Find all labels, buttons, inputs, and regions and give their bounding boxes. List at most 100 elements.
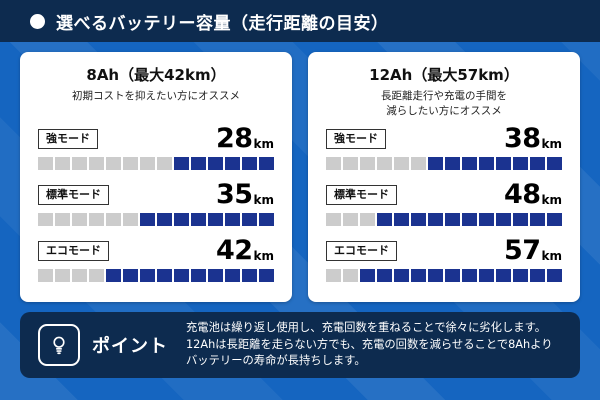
card-subtitle-line: 長距離走行や充電の手間を	[381, 90, 507, 102]
distance-bar	[38, 157, 274, 170]
mode-label: エコモード	[38, 240, 109, 262]
bar-segment-filled	[462, 213, 477, 226]
bar-segment-empty	[360, 213, 375, 226]
bar-segment-empty	[55, 269, 70, 282]
mode-label: エコモード	[326, 240, 397, 262]
distance-bar	[38, 213, 274, 226]
bar-segment-filled	[479, 269, 494, 282]
bar-segment-filled	[394, 213, 409, 226]
bar-segment-empty	[72, 157, 87, 170]
bar-segment-filled	[242, 213, 257, 226]
bar-segment-filled	[140, 213, 155, 226]
card-subtitle: 初期コストを抑えたい方にオススメ	[38, 89, 274, 121]
bar-segment-empty	[394, 157, 409, 170]
bar-segment-empty	[343, 157, 358, 170]
distance-value: 38 km	[503, 123, 562, 155]
distance-value: 48 km	[503, 179, 562, 211]
card-subtitle-line: 減らしたい方にオススメ	[386, 105, 502, 118]
distance-number: 38	[503, 123, 541, 155]
point-text-line: バッテリーの寿命が長持ちします。	[186, 354, 366, 368]
distance-value: 42 km	[215, 235, 274, 267]
distance-number: 57	[503, 235, 541, 267]
bar-segment-filled	[462, 269, 477, 282]
bar-segment-empty	[106, 213, 121, 226]
mode-head: 標準モード 35 km	[38, 180, 274, 210]
bullet-circle-icon	[30, 13, 45, 29]
bar-segment-empty	[140, 157, 155, 170]
bar-segment-empty	[411, 157, 426, 170]
header-bar: 選べるバッテリー容量（走行距離の目安）	[0, 0, 600, 42]
page-title: 選べるバッテリー容量（走行距離の目安）	[56, 13, 389, 34]
bar-segment-filled	[140, 269, 155, 282]
distance-unit: km	[253, 136, 274, 151]
bar-segment-filled	[208, 157, 223, 170]
bar-segment-empty	[157, 157, 172, 170]
distance-number: 28	[215, 123, 253, 155]
battery-card-12ah: 12Ah（最大57km） 長距離走行や充電の手間を 減らしたい方にオススメ 強モ…	[308, 52, 580, 302]
bar-segment-filled	[191, 157, 206, 170]
distance-unit: km	[541, 192, 562, 207]
bar-segment-filled	[428, 269, 443, 282]
bar-segment-empty	[38, 269, 53, 282]
bar-segment-filled	[360, 269, 375, 282]
bar-segment-empty	[72, 269, 87, 282]
distance-unit: km	[541, 136, 562, 151]
bar-segment-empty	[377, 157, 392, 170]
point-text: 充電池は繰り返し使用し、充電回数を重ねることで徐々に劣化します。 12Ahは長距…	[186, 320, 553, 371]
bar-segment-filled	[259, 213, 274, 226]
bar-segment-empty	[89, 157, 104, 170]
bar-segment-filled	[479, 157, 494, 170]
distance-bar	[326, 157, 562, 170]
bar-segment-filled	[547, 157, 562, 170]
bar-segment-filled	[547, 269, 562, 282]
bar-segment-filled	[208, 213, 223, 226]
distance-bar	[38, 269, 274, 282]
mode-label: 標準モード	[326, 184, 397, 206]
bar-segment-empty	[123, 213, 138, 226]
bar-segment-filled	[411, 213, 426, 226]
bar-segment-filled	[225, 269, 240, 282]
bar-segment-filled	[394, 269, 409, 282]
bar-segment-filled	[225, 157, 240, 170]
bar-segment-empty	[106, 157, 121, 170]
bar-segment-filled	[530, 157, 545, 170]
bar-segment-empty	[72, 213, 87, 226]
point-box: ポイント 充電池は繰り返し使用し、充電回数を重ねることで徐々に劣化します。 12…	[20, 312, 580, 378]
bar-segment-filled	[411, 269, 426, 282]
bar-segment-empty	[326, 213, 341, 226]
distance-value: 57 km	[503, 235, 562, 267]
distance-unit: km	[253, 248, 274, 263]
distance-value: 35 km	[216, 181, 274, 208]
bar-segment-empty	[38, 213, 53, 226]
bar-segment-filled	[513, 213, 528, 226]
mode-row-strong: 強モード 28 km	[38, 124, 274, 170]
point-label: ポイント	[92, 336, 168, 357]
bar-segment-empty	[343, 213, 358, 226]
bar-segment-empty	[55, 157, 70, 170]
bar-segment-filled	[530, 269, 545, 282]
mode-head: エコモード 57 km	[326, 236, 562, 266]
distance-number: 42	[215, 235, 253, 267]
bar-segment-empty	[360, 157, 375, 170]
point-text-line: 12Ahは長距離を走らない方でも、充電の回数を減らせることで8Ahより	[186, 337, 553, 351]
bar-segment-filled	[428, 213, 443, 226]
bar-segment-filled	[174, 157, 189, 170]
bar-segment-empty	[343, 269, 358, 282]
card-subtitle-line: 初期コストを抑えたい方にオススメ	[72, 90, 240, 102]
bar-segment-filled	[428, 157, 443, 170]
battery-card-8ah: 8Ah（最大42km） 初期コストを抑えたい方にオススメ 強モード 28 km …	[20, 52, 292, 302]
bar-segment-filled	[496, 157, 511, 170]
bar-segment-filled	[242, 157, 257, 170]
mode-head: 標準モード 48 km	[326, 180, 562, 210]
bar-segment-filled	[174, 269, 189, 282]
bar-segment-filled	[259, 157, 274, 170]
bar-segment-empty	[326, 157, 341, 170]
card-title: 8Ah（最大42km）	[86, 66, 226, 84]
distance-number: 48	[503, 179, 541, 211]
mode-row-standard: 標準モード 48 km	[326, 180, 562, 226]
bar-segment-filled	[496, 269, 511, 282]
distance-value: 28 km	[215, 123, 274, 155]
distance-unit: km	[541, 248, 562, 263]
mode-label: 強モード	[326, 128, 386, 150]
distance-bar	[326, 269, 562, 282]
